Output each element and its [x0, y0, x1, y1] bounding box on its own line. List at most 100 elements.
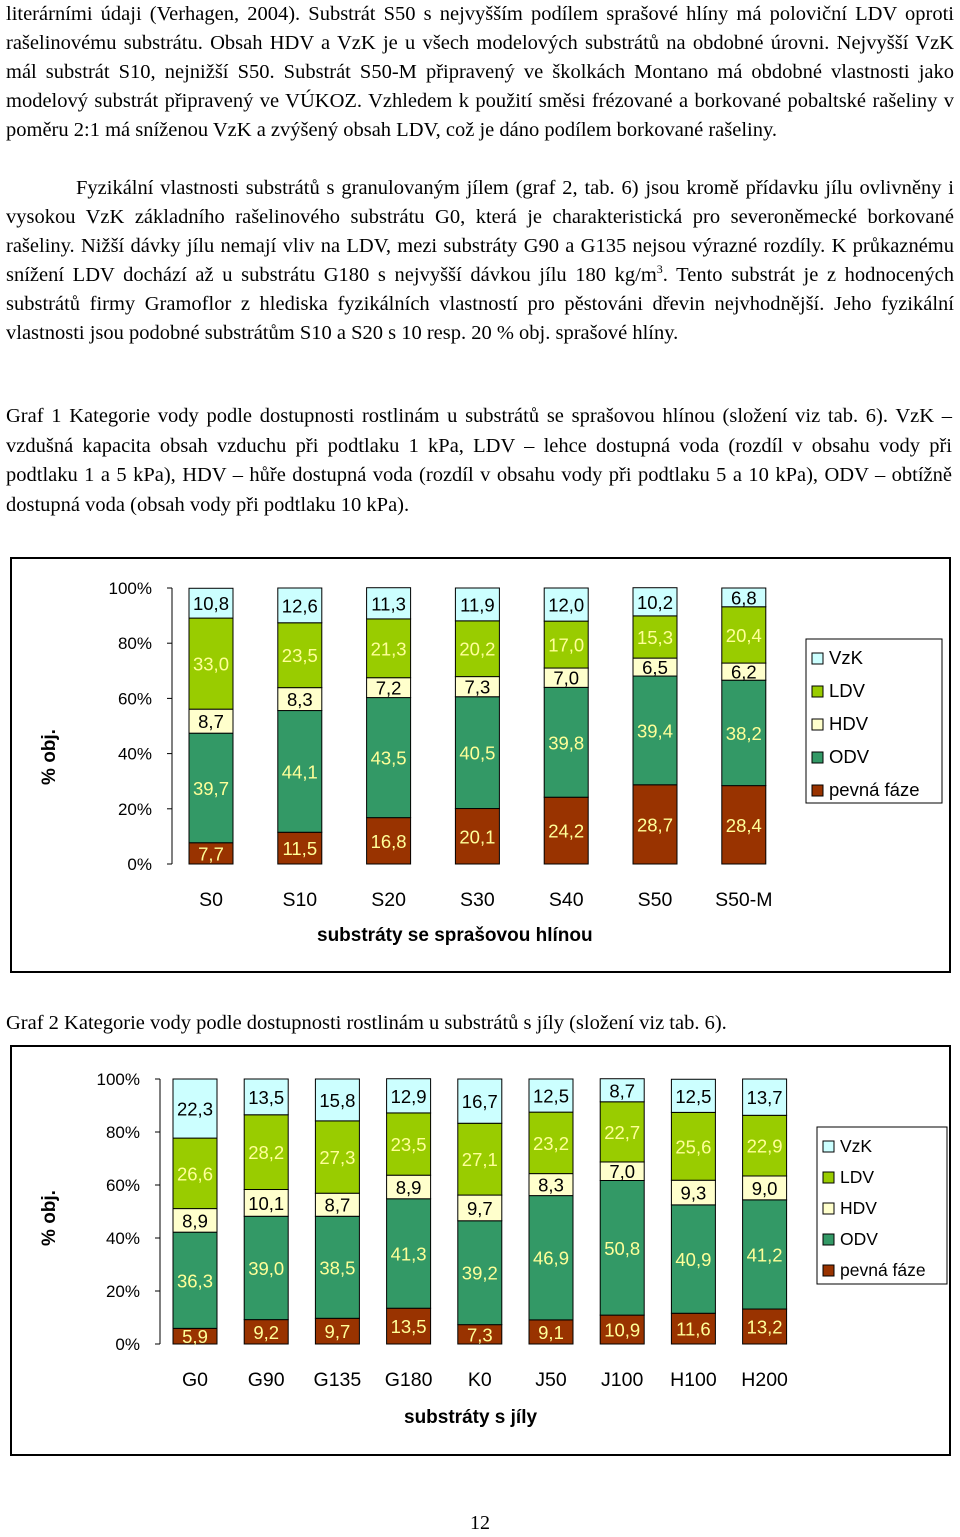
y-tick-label: 100%: [109, 579, 152, 598]
x-category-label: G180: [385, 1369, 433, 1391]
chart-1-plot: 0% 20% 40% 60% 80% 100% 7,7 39,7 8,7 33,0 10,8 S0 11…: [109, 579, 943, 911]
data-label: 9,0: [752, 1178, 778, 1199]
data-label: 8,7: [198, 711, 224, 732]
data-label: 21,3: [371, 638, 407, 659]
bar-segment-LDV: [528, 1111, 574, 1175]
page-number: 12: [470, 1512, 490, 1534]
y-tick-label: 0%: [127, 855, 152, 874]
bar-segment-VzK: [721, 587, 767, 608]
bar-segment-ODV: [172, 1231, 218, 1329]
x-category-label: S50-M: [715, 889, 772, 911]
data-label: 7,3: [465, 677, 491, 698]
data-label: 13,5: [391, 1316, 427, 1337]
bar-segment-pevna-faze: [721, 785, 767, 865]
data-label: 39,4: [637, 720, 673, 741]
legend-label: LDV: [840, 1167, 874, 1187]
bar-segment-ODV: [670, 1204, 716, 1314]
y-tick-label: 80%: [118, 634, 152, 653]
y-tick-label: 60%: [106, 1176, 140, 1195]
legend-label: ODV: [829, 746, 870, 767]
x-category-label: S0: [199, 889, 223, 911]
data-label: 7,0: [609, 1161, 635, 1182]
chart-2-plot: 0% 20% 40% 60% 80% 100% 5,9 36,3 8,9 26,6 22,3 G0 9,…: [97, 1070, 948, 1391]
chart-2-x-title: substráty s jíly: [404, 1407, 538, 1428]
bar-segment-ODV: [721, 679, 767, 787]
bar-segment-pevna-faze: [314, 1317, 360, 1345]
bar-segment-HDV: [670, 1179, 716, 1206]
data-label: 25,6: [675, 1136, 711, 1157]
legend-box: [816, 1126, 948, 1285]
data-label: 5,9: [182, 1326, 208, 1347]
y-tick-label: 20%: [118, 800, 152, 819]
y-tick-label: 0%: [115, 1335, 140, 1354]
chart-1-caption: Graf 1 Kategorie vody podle dostupnosti …: [6, 405, 952, 516]
bar-segment-VzK: [454, 587, 500, 622]
y-tick-label: 40%: [118, 745, 152, 764]
bar-segment-VzK: [277, 587, 323, 624]
bar-segment-pevna-faze: [543, 796, 589, 865]
data-label: 39,7: [193, 778, 229, 799]
y-tick-label: 20%: [106, 1282, 140, 1301]
bar-segment-ODV: [599, 1179, 645, 1316]
data-label: 10,2: [637, 592, 673, 613]
x-category-label: K0: [468, 1369, 492, 1391]
legend-label: pevná fáze: [829, 779, 920, 800]
bar-segment-pevna-faze: [366, 817, 412, 865]
data-label: 7,0: [553, 668, 579, 689]
x-category-label: S10: [282, 889, 317, 911]
data-label: 39,0: [248, 1258, 284, 1279]
legend-swatch: [811, 685, 824, 698]
bar-segment-LDV: [670, 1111, 716, 1181]
bar-segment-ODV: [543, 686, 589, 798]
bar-segment-ODV: [188, 732, 234, 844]
bar-segment-VzK: [366, 587, 412, 620]
data-label: 44,1: [282, 761, 318, 782]
x-category-label: J100: [601, 1369, 643, 1391]
bar-segment-ODV: [742, 1199, 788, 1310]
bar-segment-pevna-faze: [243, 1319, 289, 1345]
bar-segment-LDV: [172, 1137, 218, 1210]
data-label: 6,2: [731, 662, 757, 683]
bar-segment-LDV: [543, 620, 589, 669]
bar-segment-LDV: [742, 1114, 788, 1177]
bar-segment-LDV: [386, 1112, 432, 1176]
data-label: 38,5: [319, 1257, 355, 1278]
data-label: 15,8: [319, 1090, 355, 1111]
paragraph-2-text-b: . Tento substrát je z hodnocených substr…: [6, 264, 954, 344]
bar-segment-VzK: [528, 1078, 574, 1113]
bar-segment-LDV: [599, 1101, 645, 1163]
bar-segment-ODV: [528, 1195, 574, 1321]
bar-segment-pevna-faze: [742, 1308, 788, 1345]
data-label: 10,1: [248, 1193, 284, 1214]
bar-segment-LDV: [277, 622, 323, 689]
data-label: 7,2: [376, 678, 402, 699]
data-label: 46,9: [533, 1248, 569, 1269]
bar-segment-ODV: [457, 1220, 503, 1326]
chart-1-frame: % obj. 0% 20% 40% 60% 80% 100% 7,7 39,7 8,7 33,0 1…: [10, 557, 951, 973]
legend-box: [805, 638, 943, 804]
bar-segment-LDV: [188, 617, 234, 710]
legend-label: HDV: [829, 713, 869, 734]
data-label: 24,2: [548, 821, 584, 842]
data-label: 41,2: [747, 1244, 783, 1265]
bar-segment-VzK: [543, 587, 589, 622]
data-label: 7,7: [198, 843, 224, 864]
legend-label: HDV: [840, 1198, 877, 1218]
data-label: 39,8: [548, 732, 584, 753]
bar-segment-VzK: [632, 587, 678, 617]
data-label: 27,1: [462, 1149, 498, 1170]
legend-swatch: [811, 784, 824, 797]
bar-segment-LDV: [366, 618, 412, 679]
data-label: 40,5: [459, 743, 495, 764]
paragraph-2: Fyzikální vlastnosti substrátů s granulo…: [6, 174, 954, 348]
legend-label: VzK: [840, 1136, 872, 1156]
superscript-3: 3: [656, 262, 663, 277]
bar-segment-VzK: [599, 1078, 645, 1103]
data-label: 23,5: [391, 1134, 427, 1155]
data-label: 13,7: [747, 1087, 783, 1108]
data-label: 8,7: [609, 1080, 635, 1101]
data-label: 22,3: [177, 1099, 213, 1120]
bar-segment-ODV: [386, 1198, 432, 1309]
data-label: 13,5: [248, 1087, 284, 1108]
bar-segment-LDV: [454, 620, 500, 678]
